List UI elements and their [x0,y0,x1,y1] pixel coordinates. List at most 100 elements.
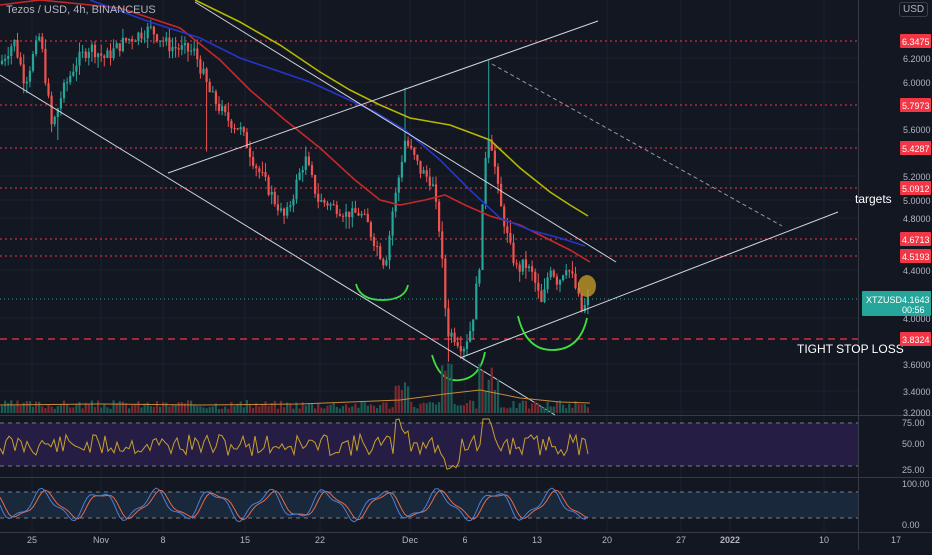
price-level-tag [900,141,931,155]
volume-bar [565,408,568,413]
candle-body [341,215,345,217]
volume-bar [279,400,283,413]
candle-body [534,271,537,283]
candle-body [252,156,255,167]
price-tick-label: 4.8000 [903,214,931,224]
volume-bar [217,408,221,413]
time-tick-label: 2022 [720,535,740,545]
candle-body [385,260,388,266]
symbol-title: Tezos / USD, 4h, BINANCEUS [6,4,156,16]
volume-bar [416,408,419,413]
volume-bar [379,405,382,413]
volume-bar [304,405,307,413]
candle-body [298,172,301,180]
volume-bar [273,400,276,413]
candle-body [428,176,431,186]
volume-bar [202,407,205,413]
time-tick-label: 8 [160,535,165,545]
volume-bar [453,403,456,413]
volume-bar [146,402,149,413]
targets-label: targets [855,192,892,206]
candle-body [431,184,434,186]
moving-average-red [0,0,591,263]
projection-dashed-trendline [491,63,783,227]
candle-body [555,276,558,285]
volume-bar [388,408,391,413]
volume-bar [441,365,444,413]
volume-bar [103,404,106,413]
candle-body [16,39,19,58]
volume-bar [478,363,481,413]
volume-bar [16,400,19,413]
candle-body [44,48,47,84]
candle-body [363,213,366,215]
candle-body [140,32,143,39]
volume-bar [62,400,66,413]
volume-bar [490,367,493,413]
candle-body [379,246,382,260]
candle-body [121,37,124,51]
price-level-tag-label: 3.8324 [902,335,930,345]
volume-bar [242,407,245,413]
volume-bar [428,401,431,413]
price-level-tag [900,98,931,112]
candle-body [527,266,531,269]
volume-bar [484,391,487,413]
volume-bar [552,406,555,413]
volume-bar [267,406,270,413]
volume-bar [574,401,577,413]
volume-bar [211,406,214,413]
time-tick-label: 22 [315,535,325,545]
candle-body [496,166,500,184]
volume-bar [38,401,41,413]
volume-bar [124,403,128,413]
candle-body [314,175,317,194]
candle-body [565,270,568,276]
volume-bar [230,402,233,413]
candle-body [447,308,450,337]
candle-body [242,127,245,133]
candle-body [571,271,574,274]
volume-bar [462,405,465,413]
current-price-value: 4.1643 [902,295,930,305]
price-level-tag [900,34,931,48]
price-level-tag [900,181,931,195]
volume-bar [50,406,53,413]
currency-button[interactable]: USD [899,2,929,17]
price-level-tag-label: 6.3475 [902,37,930,47]
volume-bar [227,408,230,413]
candle-body [509,233,512,243]
candle-body [450,332,453,337]
volume-bar [555,401,558,413]
candle-body [583,305,586,312]
candle-body [75,65,78,72]
candle-body [190,50,193,52]
volume-bar [214,403,217,413]
candle-body [580,293,583,312]
candle-body [394,192,397,212]
volume-bar [558,400,562,413]
volume-bar [276,408,279,413]
volume-bar [115,403,118,413]
candle-body [236,128,239,130]
volume-bar [205,408,208,413]
volume-bar [245,400,248,413]
volume-bar [583,404,586,413]
price-tick-label: 3.4000 [903,387,931,397]
candle-body [7,56,10,59]
candle-body [438,201,441,232]
volume-bar [481,370,484,413]
volume-bar [72,407,75,413]
volume-bar [357,407,360,413]
candle-body [403,140,407,162]
volume-bar [456,405,459,413]
candle-body [419,160,422,174]
volume-bar [177,402,180,413]
time-tick-label: 17 [891,535,901,545]
rsi-tick-label: 25.00 [902,465,925,475]
rsi-band [0,423,858,466]
candle-body [171,47,174,52]
volume-bar [47,404,50,413]
